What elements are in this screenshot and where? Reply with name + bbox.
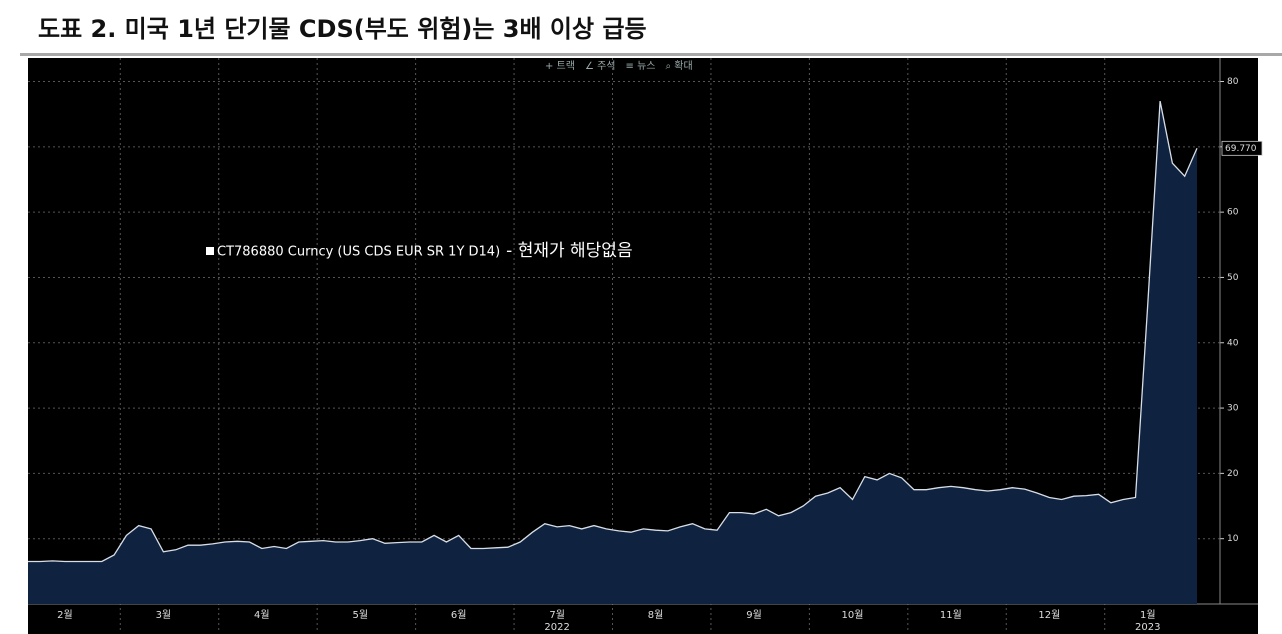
toolbar-button[interactable]: + 트랙 bbox=[545, 60, 575, 72]
x-tick-label: 1월 bbox=[1140, 609, 1156, 621]
x-tick-label: 6월 bbox=[451, 609, 467, 621]
title-rule bbox=[20, 53, 1282, 56]
x-tick-label: 4월 bbox=[254, 609, 270, 621]
x-tick-label: 5월 bbox=[352, 609, 368, 621]
y-tick-label: 20 bbox=[1227, 469, 1239, 479]
x-tick-label: 9월 bbox=[746, 609, 762, 621]
y-tick-label: 30 bbox=[1227, 404, 1239, 414]
x-tick-label: 10월 bbox=[841, 609, 863, 621]
x-tick-label: 3월 bbox=[156, 609, 172, 621]
legend-entry: CT786880 Curncy (US CDS EUR SR 1Y D14) bbox=[217, 245, 500, 260]
x-tick-label: 2월 bbox=[57, 609, 73, 621]
legend-swatch bbox=[206, 247, 214, 255]
y-tick-label: 40 bbox=[1227, 338, 1239, 348]
y-tick-label: 50 bbox=[1227, 273, 1239, 283]
x-tick-label: 12월 bbox=[1038, 609, 1060, 621]
toolbar-button[interactable]: ∠ 주석 bbox=[585, 60, 616, 72]
toolbar-button[interactable]: ≡ 뉴스 bbox=[626, 60, 656, 72]
chart-title: 도표 2. 미국 1년 단기물 CDS(부도 위험)는 3배 이상 급등 bbox=[38, 15, 647, 43]
last-value-tag bbox=[1221, 140, 1263, 156]
y-tick-label: 10 bbox=[1227, 534, 1239, 544]
toolbar-button[interactable]: ⌕ 확대 bbox=[665, 60, 692, 72]
y-tick-label: 80 bbox=[1227, 77, 1239, 87]
x-tick-label: 8월 bbox=[648, 609, 664, 621]
legend-note: - 현재가 해당없음 bbox=[506, 241, 632, 261]
x-year-label: 2022 bbox=[544, 622, 569, 633]
x-tick-label: 11월 bbox=[940, 609, 962, 621]
last-value-label: 69.770 bbox=[1225, 144, 1257, 154]
toolbar: + 트랙 ∠ 주석 ≡ 뉴스 ⌕ 확대 bbox=[545, 60, 693, 72]
x-year-label: 2023 bbox=[1135, 622, 1160, 633]
line bbox=[28, 100, 1198, 563]
y-tick-label: 60 bbox=[1227, 208, 1239, 218]
x-tick-label: 7월 bbox=[549, 609, 565, 621]
area bbox=[28, 101, 1197, 604]
